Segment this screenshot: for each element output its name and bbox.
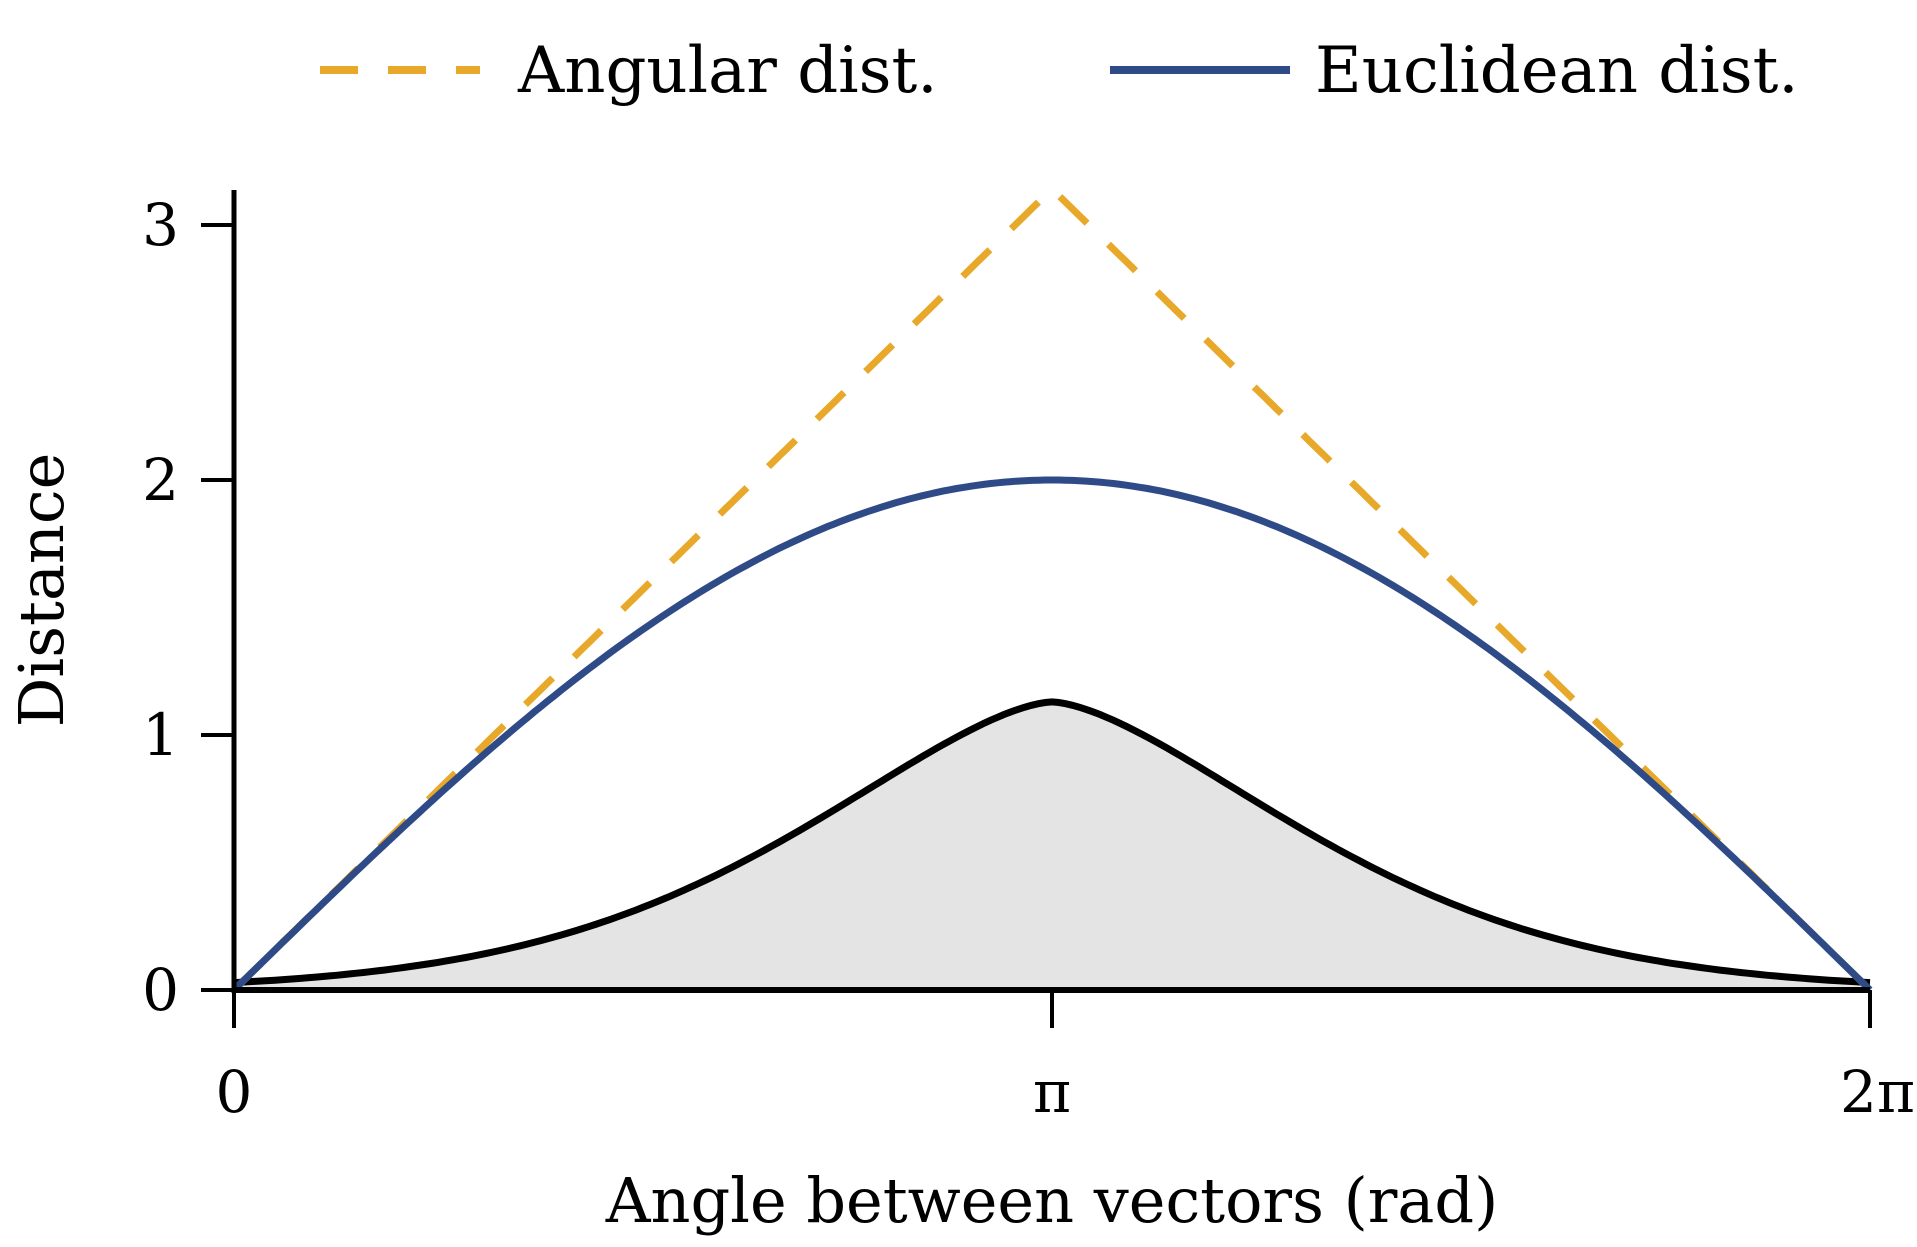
y-axis-title: Distance [5,453,78,728]
x-tick-label: 0 [216,1058,253,1126]
legend: Angular dist. Euclidean dist. [320,34,1799,108]
y-tick-label: 3 [142,191,179,259]
shaded-area-layer [234,701,1870,990]
x-tick-label: π [1033,1058,1071,1126]
ticks-layer: 0 1 2 3 0 π 2π [142,191,1915,1126]
series-line-angular [231,183,1873,993]
shaded-area [234,701,1870,990]
series-line-euclidean [231,476,1873,993]
y-tick-label: 2 [142,446,179,514]
legend-label-euclidean: Euclidean dist. [1315,34,1799,108]
x-tick-label: 2π [1840,1058,1915,1126]
y-tick-label: 1 [142,701,179,769]
y-tick-label: 0 [142,956,179,1024]
x-axis-title: Angle between vectors (rad) [605,1164,1499,1237]
kernel-line [233,698,1871,987]
series-layer [231,183,1873,993]
legend-label-angular: Angular dist. [517,34,938,108]
